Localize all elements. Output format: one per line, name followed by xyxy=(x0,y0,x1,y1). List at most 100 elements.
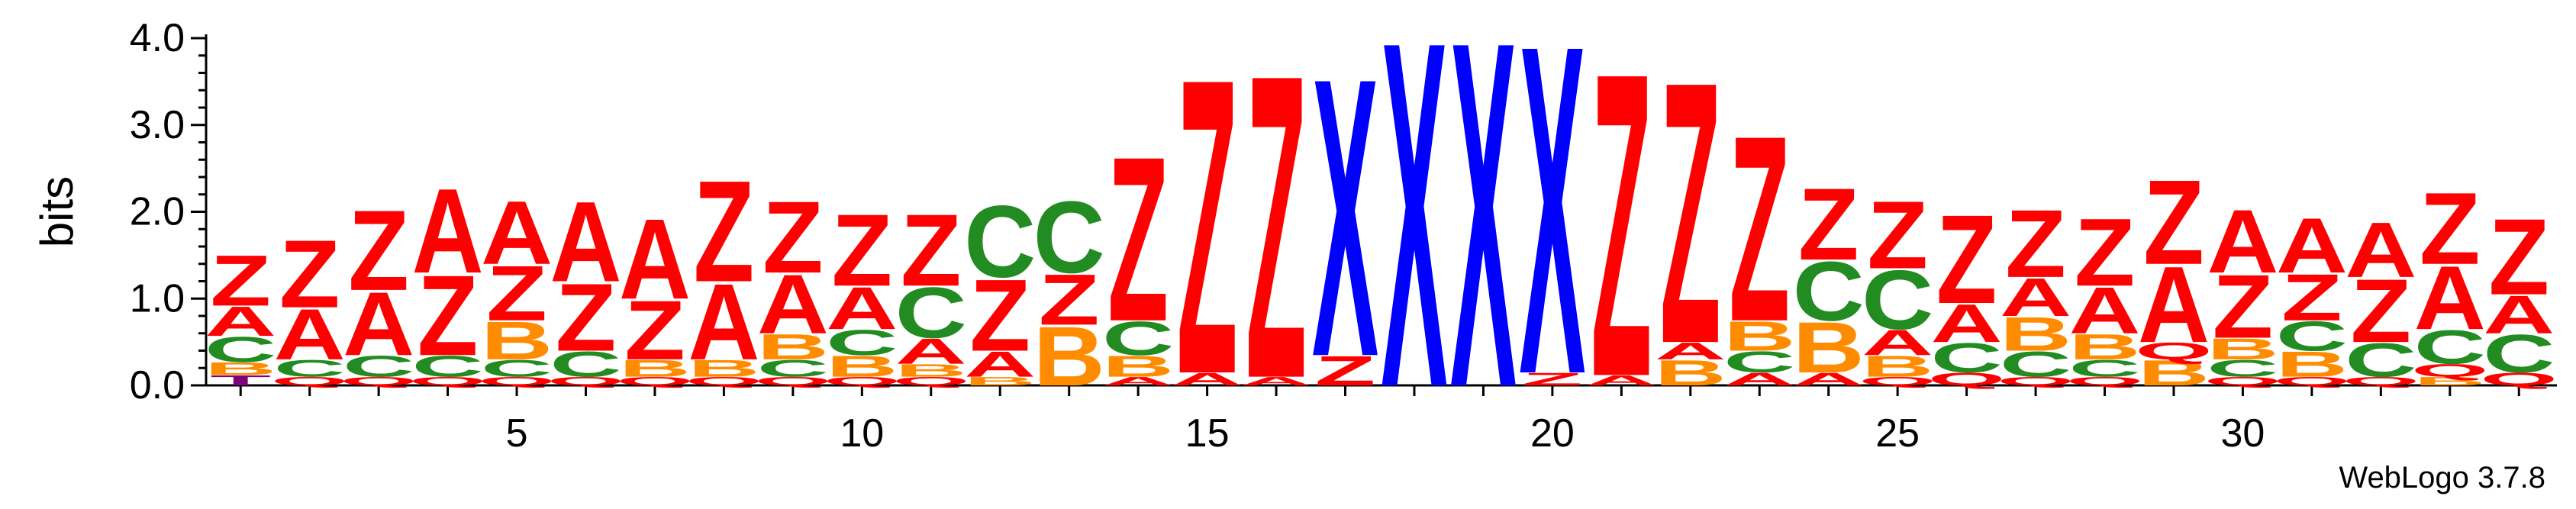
logo-letter-z: Z xyxy=(1246,0,1307,469)
logo-letter-c: C xyxy=(550,344,621,385)
logo-letter-c: C xyxy=(412,350,484,383)
logo-letter-z: Z xyxy=(1936,188,1997,330)
logo-letter-q: Q xyxy=(2342,375,2420,388)
logo-letter-q: Q xyxy=(685,375,762,388)
logo-letter-q: Q xyxy=(2066,375,2143,388)
logo-letter-q: Q xyxy=(2135,338,2212,365)
logo-letter-c: C xyxy=(2483,324,2555,384)
logo-letter-q: Q xyxy=(2273,375,2350,388)
logo-letter-z: Z xyxy=(486,250,547,337)
logo-letter-a: A xyxy=(481,182,553,283)
logo-letter-z: Z xyxy=(348,186,409,314)
logo-letter-x: X xyxy=(1312,0,1379,440)
x-tick-label: 5 xyxy=(506,411,528,456)
logo-letter-x: X xyxy=(1381,0,1448,491)
logo-letter-b: B xyxy=(2000,307,2071,361)
logo-letter-a: A xyxy=(205,298,276,345)
x-tick-label: 25 xyxy=(1875,411,1920,456)
logo-letter-a: A xyxy=(619,195,691,324)
logo-letter-q: Q xyxy=(616,375,693,388)
logo-letter-c: C xyxy=(481,355,553,382)
logo-letter-b: B xyxy=(2207,333,2278,366)
logo-letter-b: B xyxy=(1723,313,1795,360)
logo-letter-q: Q xyxy=(1997,375,2074,388)
logo-letter-b: B xyxy=(2138,353,2210,393)
logo-letter-z: Z xyxy=(2143,155,2204,290)
logo-letter-a: A xyxy=(2068,274,2140,347)
y-tick-label: 0.0 xyxy=(130,363,185,408)
logo-letter-b: B xyxy=(964,375,1036,388)
logo-letter-a: A xyxy=(1931,293,2003,353)
logo-letter-z: Z xyxy=(2351,261,2412,362)
logo-letter-z: Z xyxy=(2005,191,2066,298)
logo-letter-z: Z xyxy=(901,193,962,308)
logo-letter-a: A xyxy=(2276,201,2348,289)
logo-letter-q: Q xyxy=(2204,375,2281,388)
logo-letter-z: Z xyxy=(832,193,893,308)
logo-letter-z: Z xyxy=(556,264,617,372)
logo-letter-a: A xyxy=(343,274,414,375)
logo-letter-c: C xyxy=(2068,355,2140,382)
logo-letter-t: T xyxy=(210,372,271,388)
logo-letter-z: Z xyxy=(2281,261,2342,334)
logo-letter-q: Q xyxy=(1928,369,2005,390)
logo-letter-c: C xyxy=(274,355,346,382)
logo-letter-a: A xyxy=(2207,192,2278,292)
logo-letter-c: C xyxy=(895,273,967,354)
logo-letter-a: A xyxy=(1655,338,1726,365)
logo-letter-z: Z xyxy=(694,151,755,312)
logo-letter-a: A xyxy=(1585,372,1657,388)
logo-letter-a: A xyxy=(1862,322,1933,362)
logo-letter-b: B xyxy=(2414,375,2486,388)
logo-letter-c: C xyxy=(343,350,414,383)
logo-letter-b: B xyxy=(688,355,759,382)
logo-letter-b: B xyxy=(757,327,829,367)
x-tick-label: 15 xyxy=(1185,411,1230,456)
y-tick-label: 1.0 xyxy=(130,276,185,321)
logo-letter-z: Z xyxy=(210,241,271,322)
logo-letter-z: Z xyxy=(2213,256,2274,357)
logo-letter-z: Z xyxy=(418,252,479,380)
logo-letter-a: A xyxy=(2345,206,2416,294)
logo-letter-z: Z xyxy=(1315,347,1376,395)
logo-letter-q: Q xyxy=(824,375,901,388)
logo-letter-x: X xyxy=(1519,0,1586,472)
logo-letter-c: C xyxy=(2414,320,2486,374)
logo-letter-q: Q xyxy=(409,375,486,388)
logo-letter-c: C xyxy=(2000,344,2071,385)
weblogo-credit: WebLogo 3.7.8 xyxy=(2339,461,2545,495)
logo-letter-a: A xyxy=(964,344,1036,385)
x-tick-label: 30 xyxy=(2221,411,2265,456)
logo-letter-z: Z xyxy=(2420,172,2481,286)
logo-letter-a: A xyxy=(895,331,967,372)
logo-letter-c: C xyxy=(2276,313,2348,360)
logo-letter-a: A xyxy=(412,163,484,298)
logo-letter-c: C xyxy=(1931,334,2003,382)
logo-letter-c: C xyxy=(964,185,1036,299)
logo-letter-x: X xyxy=(1450,0,1517,491)
logo-letter-z: Z xyxy=(1177,0,1238,462)
logo-letter-z: Z xyxy=(1729,80,1790,377)
logo-letter-b: B xyxy=(481,311,553,371)
logo-letter-c: C xyxy=(1862,253,1933,347)
logo-letter-a: A xyxy=(1723,369,1795,390)
logo-letter-q: Q xyxy=(478,375,555,388)
logo-letter-z: Z xyxy=(1039,260,1100,341)
logo-letter-z: Z xyxy=(1107,108,1169,371)
logo-letter-z: Z xyxy=(969,259,1030,373)
logo-letter-c: C xyxy=(826,322,898,362)
logo-letter-b: B xyxy=(1033,309,1105,404)
logo-letter-a: A xyxy=(1102,375,1174,388)
logo-letter-z: Z xyxy=(279,221,340,328)
logo-letter-a: A xyxy=(1240,375,1312,388)
logo-letter-z: Z xyxy=(1591,0,1652,468)
logo-letter-c: C xyxy=(1102,311,1174,366)
logo-letter-z: Z xyxy=(1798,167,1859,282)
axes: 0.0 1.0 2.0 3.0 4.0 bits 5 10 15 20 25 30 xyxy=(31,16,2557,456)
logo-letter-a: A xyxy=(2414,248,2486,349)
logo-letter-q: Q xyxy=(271,375,348,388)
logo-letter-a: A xyxy=(2483,285,2555,345)
logo-letter-b: B xyxy=(895,360,967,381)
logo-letter-b: B xyxy=(826,350,898,383)
